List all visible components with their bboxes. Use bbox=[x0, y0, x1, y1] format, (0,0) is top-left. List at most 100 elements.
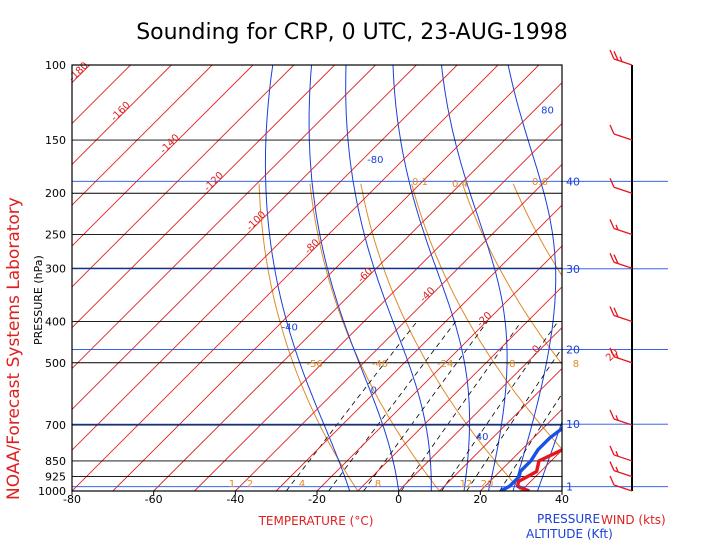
wind-label: WIND (kts) bbox=[601, 513, 666, 527]
isotherm-line bbox=[153, 82, 562, 491]
mixing-ratio-line bbox=[441, 321, 559, 491]
wind-barb-flag bbox=[613, 307, 619, 318]
mixing-ratio-label: 0.4 bbox=[452, 179, 468, 190]
altitude-tick-label: 20 bbox=[566, 344, 580, 357]
isotherm-line bbox=[480, 408, 562, 491]
isotherm-line bbox=[72, 65, 376, 370]
mixing-ratio-line bbox=[499, 393, 562, 491]
wind-barb-flag bbox=[609, 461, 615, 471]
wind-barb-flag bbox=[609, 124, 615, 135]
isotherm-line bbox=[439, 367, 562, 491]
y-axis-label: PRESSURE (hPa) bbox=[32, 255, 45, 345]
isotherm-line bbox=[72, 65, 458, 451]
wind-barb-half-flag bbox=[615, 415, 619, 421]
x-axis-label: TEMPERATURE (°C) bbox=[258, 514, 374, 528]
x-tick-label: 20 bbox=[473, 493, 487, 506]
mixing-ratio-label: 2 bbox=[247, 479, 253, 490]
x-tick-label: -20 bbox=[308, 493, 326, 506]
pressure-tick-label: 100 bbox=[45, 59, 66, 72]
right-axis-label-bottom: ALTITUDE (Kft) bbox=[526, 527, 613, 541]
wind-barb-staff bbox=[613, 58, 633, 66]
isotherm-label: -20 bbox=[475, 310, 494, 329]
isotherm-line bbox=[194, 122, 562, 491]
altitude-tick-label: 30 bbox=[566, 263, 580, 276]
dry-adiabat-line bbox=[615, 184, 702, 491]
wind-barb-staff bbox=[613, 484, 633, 492]
right-axis-label-top: PRESSURE bbox=[537, 512, 600, 526]
pressure-tick-label: 850 bbox=[45, 455, 66, 468]
mixing-ratio-label: 0.1 bbox=[412, 177, 428, 188]
dry-adiabat-line bbox=[411, 183, 562, 450]
wind-barb-staff bbox=[613, 418, 633, 426]
dry-adiabat-label: -56 bbox=[306, 359, 322, 370]
wind-barb-staff bbox=[613, 314, 633, 323]
wind-barb-staff bbox=[613, 261, 633, 269]
wind-barb-half-flag bbox=[615, 466, 619, 473]
isotherm-line bbox=[72, 65, 172, 165]
isotherm-line bbox=[72, 65, 295, 288]
noaa-side-label: NOAA/Forecast Systems Laboratory bbox=[4, 197, 24, 500]
mixing-ratio-label: 20 bbox=[481, 479, 494, 490]
pressure-tick-label: 200 bbox=[45, 187, 66, 200]
moist-adiabat-line bbox=[264, 65, 351, 491]
isotherm-line bbox=[357, 286, 562, 491]
chart-title: Sounding for CRP, 0 UTC, 23-AUG-1998 bbox=[136, 20, 568, 45]
wind-barb-half-flag bbox=[619, 56, 623, 62]
wind-barb-staff bbox=[613, 227, 633, 236]
dewpoint-line bbox=[499, 426, 562, 491]
dry-adiabat-line bbox=[258, 183, 359, 491]
chart-labels: -180-160-140-120-100-80-60-40-200 20-56 -4… bbox=[67, 60, 621, 490]
isotherm-label: -100 bbox=[245, 209, 269, 233]
mixing-ratio-line bbox=[285, 321, 418, 491]
isotherm-label: -120 bbox=[202, 170, 226, 194]
plot-area bbox=[72, 65, 702, 491]
x-tick-label: -80 bbox=[63, 493, 81, 506]
wind-barb-half-flag bbox=[615, 450, 619, 457]
wind-barb-staff bbox=[613, 469, 633, 478]
wind-barb-staff bbox=[613, 454, 633, 462]
x-tick-label: 40 bbox=[555, 493, 569, 506]
wind-barb-staff bbox=[613, 133, 633, 141]
wind-barb-staff bbox=[613, 356, 633, 364]
sounding-profiles bbox=[499, 426, 562, 491]
isotherm-line bbox=[72, 65, 213, 206]
mixing-ratio-label: 0.6 bbox=[532, 177, 548, 188]
pressure-tick-label: 300 bbox=[45, 262, 66, 275]
wind-barb-staff bbox=[613, 186, 633, 194]
dry-adiabat-label: -8 bbox=[506, 359, 516, 370]
wind-barb-half-flag bbox=[615, 352, 619, 359]
isotherm-label: -180 bbox=[67, 60, 91, 84]
wind-barb-flag bbox=[609, 475, 615, 486]
isotherm-line bbox=[72, 65, 335, 329]
mixing-ratio-line bbox=[328, 321, 457, 491]
isotherms bbox=[72, 65, 562, 491]
altitude-axis-ticks: 1 10 20 30 40 bbox=[566, 175, 580, 493]
wind-barb-flag bbox=[609, 409, 615, 420]
plot-frame bbox=[71, 64, 563, 492]
moist-adiabat-label: 80 bbox=[541, 106, 554, 117]
isotherm-label: -160 bbox=[109, 100, 133, 124]
mixing-ratio-label: 1 bbox=[229, 479, 235, 490]
pressure-tick-label: 500 bbox=[45, 357, 66, 370]
moist-adiabat-label: -40 bbox=[281, 323, 297, 334]
isotherm-line bbox=[72, 65, 417, 410]
altitude-lines bbox=[72, 180, 668, 488]
isotherm-label: -140 bbox=[158, 132, 182, 156]
moist-adiabat-line bbox=[392, 65, 471, 491]
pressure-tick-label: 150 bbox=[45, 134, 66, 147]
moist-adiabat-line bbox=[308, 65, 400, 491]
isobars bbox=[72, 65, 562, 491]
wind-profile bbox=[609, 49, 633, 492]
dry-adiabat-label: -40 bbox=[372, 359, 388, 370]
dry-adiabat-label: -24 bbox=[437, 359, 453, 370]
moist-adiabat-label: 0 bbox=[371, 385, 377, 396]
temperature-line bbox=[516, 447, 562, 491]
pressure-tick-label: 925 bbox=[45, 471, 66, 484]
wind-barb-flag bbox=[613, 254, 619, 264]
dry-adiabat-line bbox=[666, 184, 702, 491]
isotherm-label: 0 bbox=[530, 343, 542, 355]
x-axis-ticks: -80 -60 -40 -20 0 20 40 bbox=[63, 491, 569, 506]
altitude-tick-label: 40 bbox=[566, 175, 580, 188]
